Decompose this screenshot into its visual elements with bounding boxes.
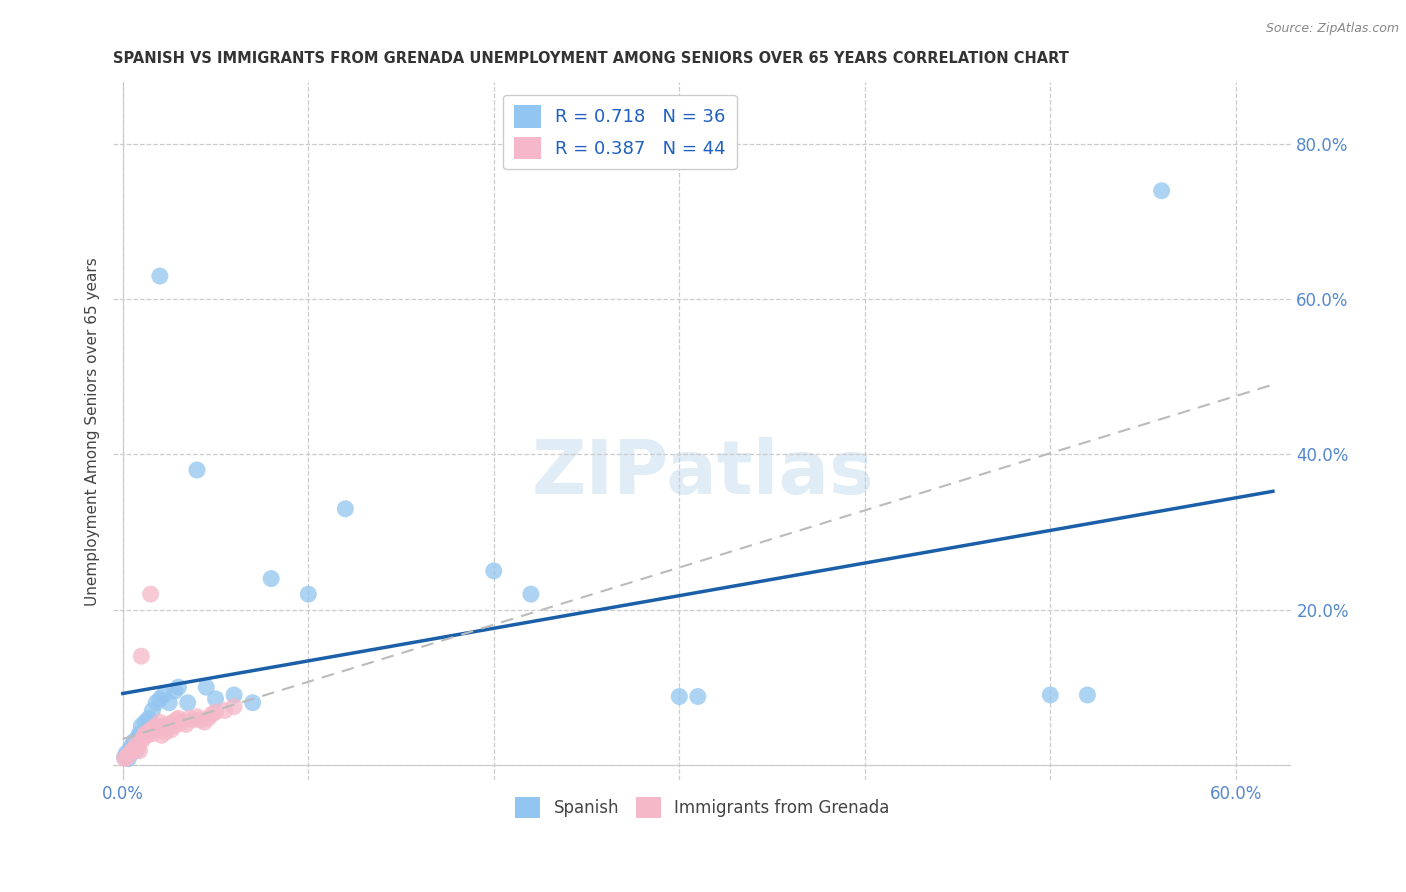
Point	[145, 696, 167, 710]
Point	[163, 719, 186, 733]
Point	[149, 268, 172, 283]
Point	[186, 463, 208, 477]
Point	[162, 715, 184, 730]
Point	[160, 723, 183, 737]
Point	[172, 715, 194, 730]
Point	[141, 704, 163, 718]
Point	[128, 744, 150, 758]
Point	[157, 696, 180, 710]
Point	[1039, 688, 1062, 702]
Point	[114, 751, 136, 765]
Point	[204, 705, 226, 719]
Point	[149, 691, 172, 706]
Point	[121, 739, 143, 753]
Point	[174, 717, 197, 731]
Point	[141, 727, 163, 741]
Point	[222, 688, 245, 702]
Point	[166, 713, 188, 727]
Point	[134, 727, 156, 741]
Point	[1076, 688, 1098, 702]
Point	[131, 734, 153, 748]
Point	[128, 727, 150, 741]
Point	[143, 721, 166, 735]
Point	[132, 731, 155, 745]
Point	[114, 750, 136, 764]
Point	[167, 711, 190, 725]
Point	[193, 715, 215, 730]
Point	[139, 723, 162, 737]
Point	[190, 713, 212, 727]
Point	[222, 699, 245, 714]
Point	[120, 746, 142, 760]
Point	[127, 731, 149, 745]
Point	[120, 742, 142, 756]
Point	[115, 746, 138, 760]
Point	[201, 707, 224, 722]
Point	[482, 564, 505, 578]
Text: Source: ZipAtlas.com: Source: ZipAtlas.com	[1265, 22, 1399, 36]
Point	[297, 587, 319, 601]
Point	[131, 719, 153, 733]
Point	[122, 734, 145, 748]
Point	[260, 572, 283, 586]
Point	[197, 711, 219, 725]
Point	[127, 740, 149, 755]
Y-axis label: Unemployment Among Seniors over 65 years: Unemployment Among Seniors over 65 years	[86, 257, 100, 606]
Point	[335, 501, 357, 516]
Point	[134, 715, 156, 730]
Point	[115, 750, 138, 764]
Point	[146, 723, 169, 737]
Point	[125, 739, 148, 753]
Point	[176, 696, 198, 710]
Point	[117, 751, 139, 765]
Point	[163, 684, 186, 698]
Point	[150, 728, 173, 742]
Point	[179, 711, 201, 725]
Point	[145, 719, 167, 733]
Point	[155, 725, 177, 739]
Point	[214, 704, 236, 718]
Point	[520, 587, 543, 601]
Point	[122, 742, 145, 756]
Point	[204, 691, 226, 706]
Point	[668, 690, 690, 704]
Point	[138, 711, 160, 725]
Point	[121, 744, 143, 758]
Text: SPANISH VS IMMIGRANTS FROM GRENADA UNEMPLOYMENT AMONG SENIORS OVER 65 YEARS CORR: SPANISH VS IMMIGRANTS FROM GRENADA UNEMP…	[114, 51, 1070, 66]
Point	[195, 680, 218, 694]
Point	[138, 725, 160, 739]
Point	[181, 713, 204, 727]
Point	[152, 719, 174, 733]
Point	[139, 587, 162, 601]
Point	[686, 690, 709, 704]
Point	[1150, 184, 1173, 198]
Point	[152, 688, 174, 702]
Point	[125, 744, 148, 758]
Point	[242, 696, 264, 710]
Point	[135, 728, 157, 742]
Text: ZIPatlas: ZIPatlas	[531, 436, 873, 509]
Point	[149, 715, 172, 730]
Point	[156, 721, 179, 735]
Point	[167, 680, 190, 694]
Point	[157, 717, 180, 731]
Point	[186, 709, 208, 723]
Point	[117, 748, 139, 763]
Legend: Spanish, Immigrants from Grenada: Spanish, Immigrants from Grenada	[509, 790, 896, 824]
Point	[131, 649, 153, 664]
